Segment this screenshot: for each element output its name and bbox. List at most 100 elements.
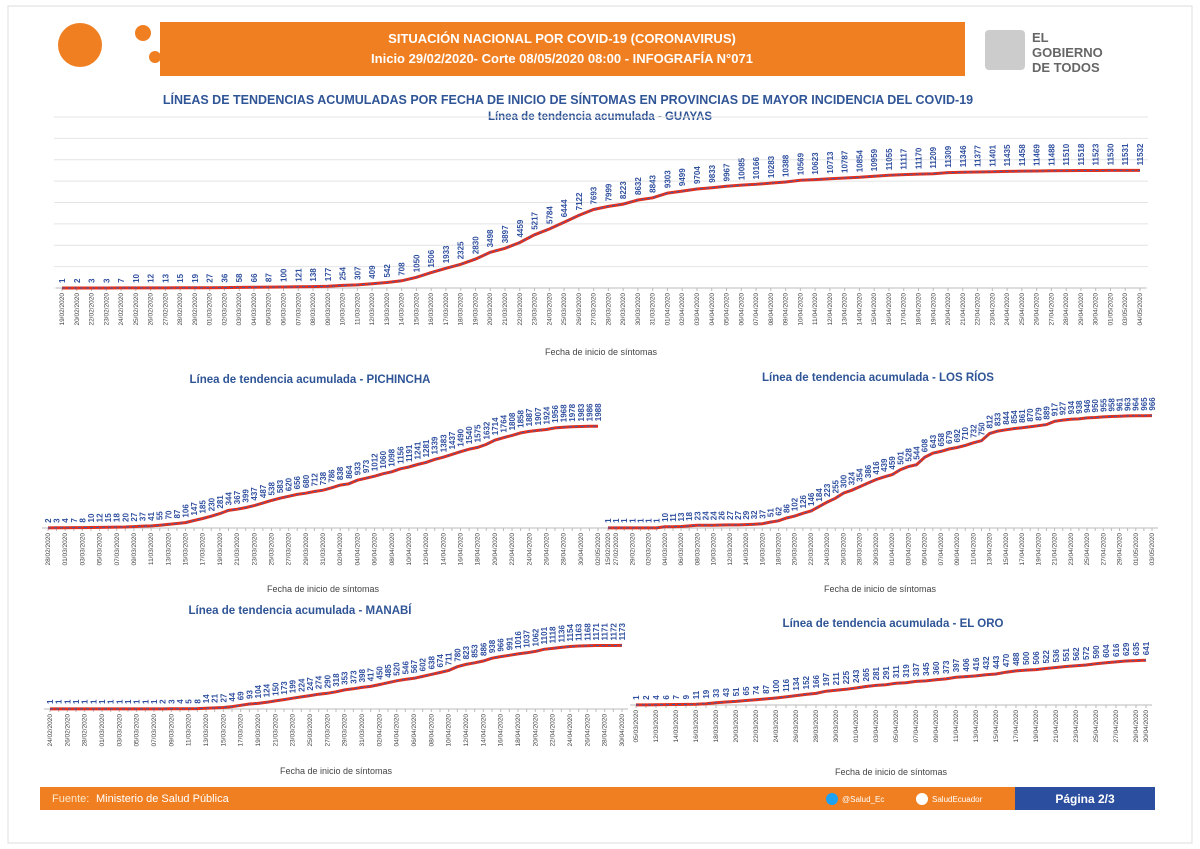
x-tick-label: 04/04/2020 [394,714,401,747]
data-label: 546 [401,661,410,675]
data-label: 13 [677,512,686,521]
data-label: 544 [913,446,922,460]
data-label: 74 [752,685,761,694]
data-label: 106 [182,504,191,518]
data-label: 36 [220,273,229,282]
x-tick-label: 30/03/2020 [833,710,840,743]
x-tick-label: 19/04/2020 [1033,710,1040,743]
x-tick-label: 03/04/2020 [873,710,880,743]
x-tick-label: 01/04/2020 [889,533,896,566]
data-label: 7 [70,518,79,523]
data-label: 620 [285,477,294,491]
x-tick-label: 27/04/2020 [1113,710,1120,743]
data-label: 500 [1022,651,1031,665]
x-tick-label: 29/03/2020 [303,533,310,566]
x-tick-label: 20/03/2020 [487,293,494,326]
data-label: 10283 [767,155,776,178]
footer-twitter: @Salud_Ec [842,795,884,804]
data-label: 870 [1026,408,1035,422]
x-tick-label: 09/04/2020 [783,293,790,326]
data-label: 353 [341,671,350,685]
x-tick-label: 01/04/2020 [853,710,860,743]
data-label: 19 [191,273,200,282]
data-label: 324 [848,471,857,485]
x-tick-label: 13/03/2020 [165,533,172,566]
data-label: 732 [969,424,978,438]
data-label: 1173 [618,623,627,641]
data-label: 7693 [590,186,599,204]
x-tick-label: 06/04/2020 [738,293,745,326]
x-tick-label: 05/03/2020 [633,710,640,743]
x-tick-label: 08/04/2020 [768,293,775,326]
data-label: 147 [190,502,199,516]
data-label: 674 [436,654,445,668]
data-label: 1 [612,518,621,523]
x-tick-label: 03/03/2020 [79,533,86,566]
data-label: 307 [353,266,362,280]
data-label: 2 [642,695,651,700]
x-tick-label: 12/03/2020 [369,293,376,326]
x-tick-label: 24/03/2020 [824,533,831,566]
data-label: 345 [922,662,931,676]
x-tick-label: 26/04/2020 [584,714,591,747]
x-tick-label: 11/04/2020 [953,710,960,742]
data-label: 1191 [405,444,414,462]
x-tick-label: 22/03/2020 [753,710,760,743]
x-tick-label: 30/03/2020 [873,533,880,566]
data-label: 230 [207,497,216,511]
data-label: 6444 [560,199,569,217]
data-label: 8 [193,699,202,704]
data-label: 24 [701,511,710,520]
data-label: 528 [904,448,913,462]
data-label: 11346 [959,145,968,167]
data-label: 51 [732,687,741,696]
data-label: 51 [766,508,775,517]
data-label: 173 [280,681,289,695]
x-tick-label: 20/04/2020 [945,293,952,326]
data-label: 11435 [1003,144,1012,166]
data-label: 1172 [609,623,618,641]
x-tick-label: 07/04/2020 [753,293,760,326]
header-line2: Inicio 29/02/2020- Corte 08/05/2020 08:0… [371,51,753,66]
data-label: 1506 [427,249,436,267]
x-tick-label: 30/04/2020 [1143,710,1150,743]
x-tick-label: 03/04/2020 [905,533,912,566]
data-label: 416 [872,461,881,475]
data-label: 3 [102,278,111,283]
x-axis-label: Fecha de inicio de síntomas [835,767,948,777]
trend-line-dash [47,425,599,529]
data-label: 955 [1099,398,1108,412]
data-label: 93 [245,690,254,699]
data-label: 1 [89,699,98,704]
twitter-icon [826,793,838,805]
data-label: 10787 [841,150,850,173]
data-label: 1154 [566,624,575,642]
data-label: 861 [1018,409,1027,423]
x-tick-label: 23/03/2020 [251,533,258,566]
data-label: 680 [302,474,311,488]
data-label: 11209 [929,146,938,168]
x-tick-label: 25/04/2020 [1019,293,1026,326]
data-label: 290 [323,674,332,688]
x-tick-label: 07/03/2020 [295,293,302,326]
x-tick-label: 22/02/2020 [89,293,96,326]
data-label: 10854 [855,149,864,172]
x-tick-label: 30/03/2020 [635,293,642,326]
x-tick-label: 09/03/2020 [168,714,175,747]
data-label: 439 [880,458,889,472]
data-label: 397 [952,658,961,672]
data-label: 10 [87,513,96,522]
data-label: 386 [864,464,873,478]
x-tick-label: 05/04/2020 [922,533,929,566]
data-label: 450 [375,666,384,680]
data-label: 973 [362,459,371,473]
data-label: 7 [672,695,681,700]
x-tick-label: 26/04/2020 [1034,293,1041,326]
data-label: 1978 [568,403,577,421]
data-label: 11488 [1047,143,1056,165]
logo-line3: DE TODOS [1032,60,1100,75]
x-tick-label: 04/03/2020 [251,293,258,326]
x-tick-label: 30/04/2020 [619,714,626,747]
data-label: 87 [265,273,274,282]
data-label: 567 [410,659,419,673]
